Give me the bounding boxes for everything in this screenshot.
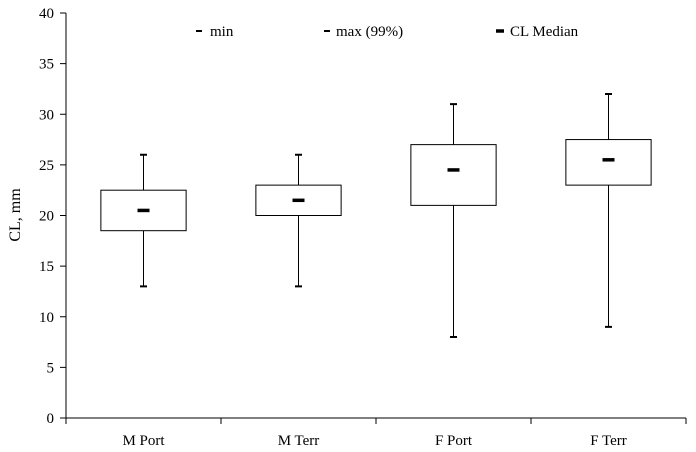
y-tick-label: 0 bbox=[47, 411, 55, 427]
iqr-box bbox=[410, 144, 497, 206]
legend-min-label: min bbox=[210, 24, 234, 40]
y-tick-label: 20 bbox=[39, 209, 54, 225]
y-tick-label: 25 bbox=[39, 158, 54, 174]
y-tick-label: 10 bbox=[39, 310, 54, 326]
legend-max-label: max (99%) bbox=[336, 24, 403, 40]
y-axis: 0 5 10 15 20 25 30 35 40 bbox=[39, 6, 67, 427]
iqr-box bbox=[565, 139, 652, 186]
box-m-port bbox=[100, 153, 187, 288]
y-tick-label: 15 bbox=[39, 259, 54, 275]
y-tick-label: 35 bbox=[39, 57, 54, 73]
box-f-port bbox=[410, 103, 497, 338]
legend-median-label: CL Median bbox=[510, 24, 579, 40]
y-tick-label: 5 bbox=[47, 360, 55, 376]
box-m-terr bbox=[255, 153, 342, 288]
y-tick-label: 30 bbox=[39, 107, 54, 123]
x-tick-label: F Port bbox=[435, 433, 473, 449]
y-tick-label: 40 bbox=[39, 6, 54, 22]
x-tick-label: M Port bbox=[122, 433, 165, 449]
x-axis: M Port M Terr F Port F Terr bbox=[65, 417, 687, 449]
x-tick-label: M Terr bbox=[278, 433, 320, 449]
box-f-terr bbox=[565, 93, 652, 328]
y-axis-title: CL, mm bbox=[7, 188, 24, 242]
x-tick-label: F Terr bbox=[590, 433, 627, 449]
legend: min max (99%) CL Median bbox=[196, 24, 579, 40]
boxes bbox=[100, 93, 652, 338]
